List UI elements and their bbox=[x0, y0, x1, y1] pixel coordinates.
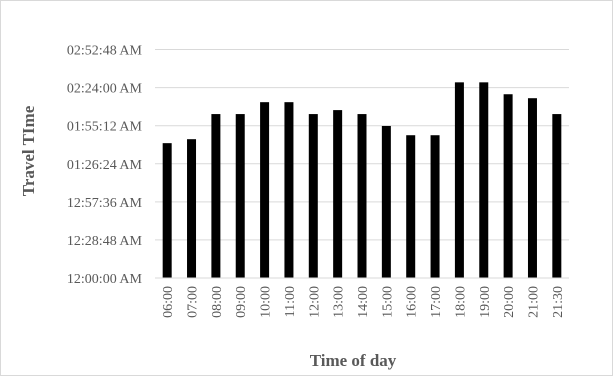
bar-1400 bbox=[357, 114, 367, 278]
bar-1900 bbox=[479, 82, 489, 279]
bar-2100 bbox=[527, 98, 537, 278]
bar-2130 bbox=[552, 114, 562, 278]
bars bbox=[162, 82, 562, 279]
y-axis-title: Travel TIme bbox=[19, 105, 38, 196]
bar-1100 bbox=[284, 102, 294, 278]
x-tick-label: 18:00 bbox=[453, 286, 468, 318]
x-tick-label: 11:00 bbox=[283, 286, 298, 317]
y-tick-label: 12:57:36 AM bbox=[67, 196, 143, 211]
x-tick-label: 19:00 bbox=[478, 286, 493, 318]
x-tick-label: 09:00 bbox=[234, 286, 249, 318]
x-tick-label: 12:00 bbox=[307, 286, 322, 318]
y-tick-label: 01:55:12 AM bbox=[67, 120, 143, 135]
x-tick-label: 17:00 bbox=[429, 286, 444, 318]
x-tick-label: 21:30 bbox=[551, 286, 566, 318]
y-tick-labels: 12:00:00 AM 12:28:48 AM 12:57:36 AM 01:26:2… bbox=[67, 44, 143, 287]
x-tick-labels: 06:00 07:00 08:00 09:00 10:00 11:00 12:00 13:00… bbox=[161, 286, 566, 318]
bar-2000 bbox=[503, 94, 513, 278]
x-tick-label: 20:00 bbox=[502, 286, 517, 318]
x-tick-label: 21:00 bbox=[526, 286, 541, 318]
y-tick-label: 02:24:00 AM bbox=[67, 82, 143, 97]
x-tick-label: 16:00 bbox=[405, 286, 420, 318]
x-tick-label: 14:00 bbox=[356, 286, 371, 318]
x-tick-label: 08:00 bbox=[210, 286, 225, 318]
bar-1200 bbox=[308, 114, 318, 278]
bar-1600 bbox=[406, 135, 416, 278]
bar-0700 bbox=[187, 139, 197, 278]
x-tick-label: 13:00 bbox=[332, 286, 347, 318]
x-tick-label: 15:00 bbox=[380, 286, 395, 318]
bar-1000 bbox=[260, 102, 270, 278]
x-tick-label: 07:00 bbox=[186, 286, 201, 318]
y-tick-label: 12:28:48 AM bbox=[67, 234, 143, 249]
bar-0600 bbox=[162, 143, 172, 278]
x-tick-label: 10:00 bbox=[259, 286, 274, 318]
bar-0900 bbox=[235, 114, 245, 278]
x-tick-label: 06:00 bbox=[161, 286, 176, 318]
bar-1800 bbox=[454, 82, 464, 279]
bar-1500 bbox=[381, 125, 391, 278]
y-tick-label: 12:00:00 AM bbox=[67, 272, 143, 287]
bar-1700 bbox=[430, 135, 440, 278]
y-tick-label: 01:26:24 AM bbox=[67, 158, 143, 173]
bar-1300 bbox=[333, 110, 343, 278]
y-tick-label: 02:52:48 AM bbox=[67, 44, 143, 59]
x-axis-title: Time of day bbox=[310, 351, 397, 370]
bar-0800 bbox=[211, 114, 221, 278]
